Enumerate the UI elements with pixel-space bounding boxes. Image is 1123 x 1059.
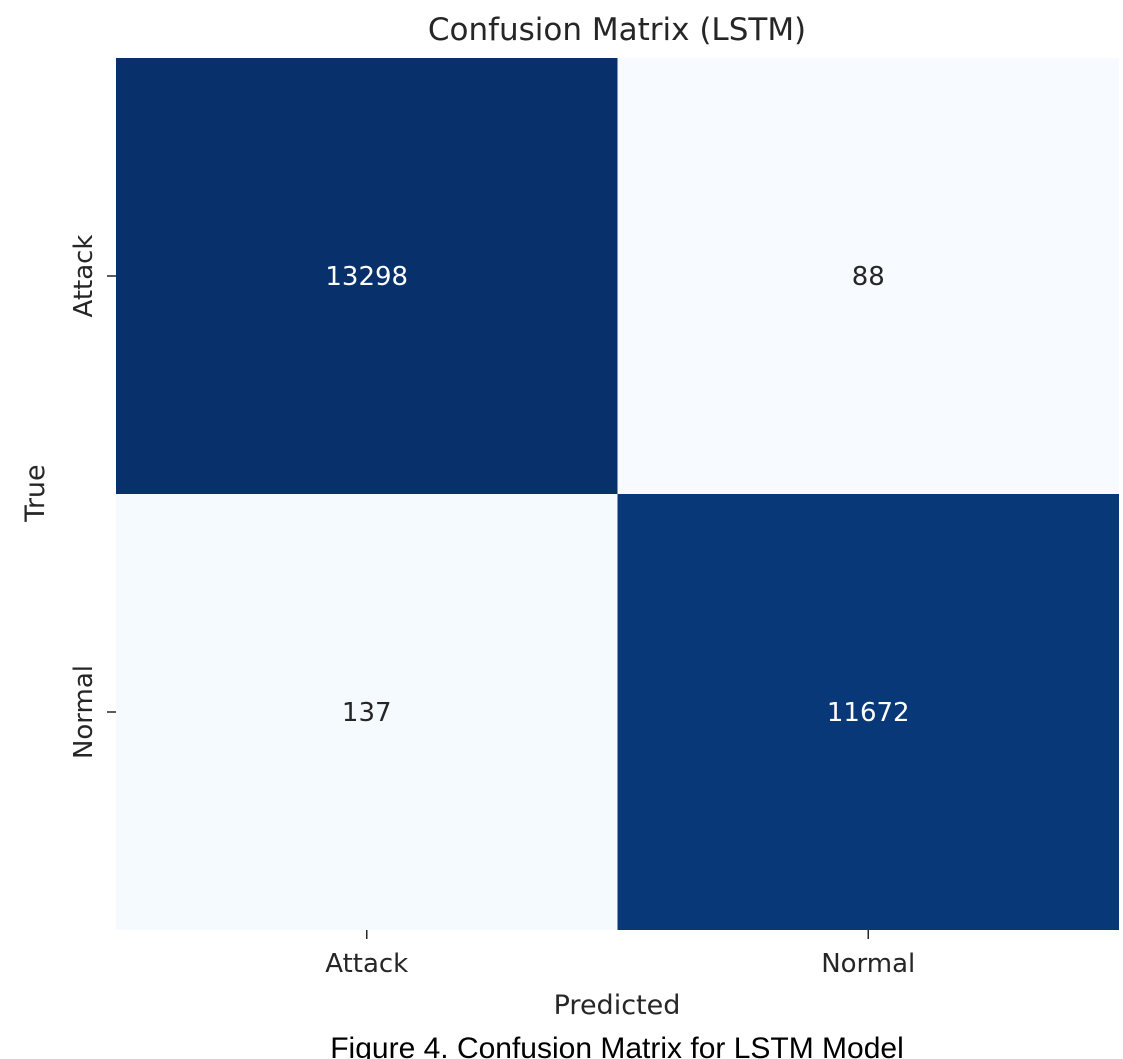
cell-value-label: 13298: [325, 262, 408, 292]
y-axis-ticks: Attack Normal: [69, 234, 116, 759]
heatmap-cell: [116, 58, 618, 494]
y-tick-label: Attack: [69, 234, 99, 317]
x-tick-label: Normal: [821, 949, 915, 979]
cell-value-label: 137: [342, 698, 392, 728]
heatmap-cell: [617, 494, 1119, 930]
x-axis-ticks: Attack Normal: [325, 930, 915, 979]
heatmap-cell: [617, 58, 1119, 494]
heatmap-cell: [116, 494, 618, 930]
cell-value-label: 88: [852, 262, 885, 292]
x-tick-label: Attack: [325, 949, 408, 979]
cell-annotations: 13298 88 137 11672: [325, 262, 909, 728]
figure-caption: Figure 4. Confusion Matrix for LSTM Mode…: [330, 1032, 904, 1059]
y-tick-label: Normal: [69, 665, 99, 759]
chart-title: Confusion Matrix (LSTM): [428, 12, 806, 48]
cell-value-label: 11672: [827, 698, 910, 728]
heatmap-cells: [116, 58, 1119, 930]
y-axis-label: True: [20, 464, 51, 522]
x-axis-label: Predicted: [554, 990, 681, 1021]
